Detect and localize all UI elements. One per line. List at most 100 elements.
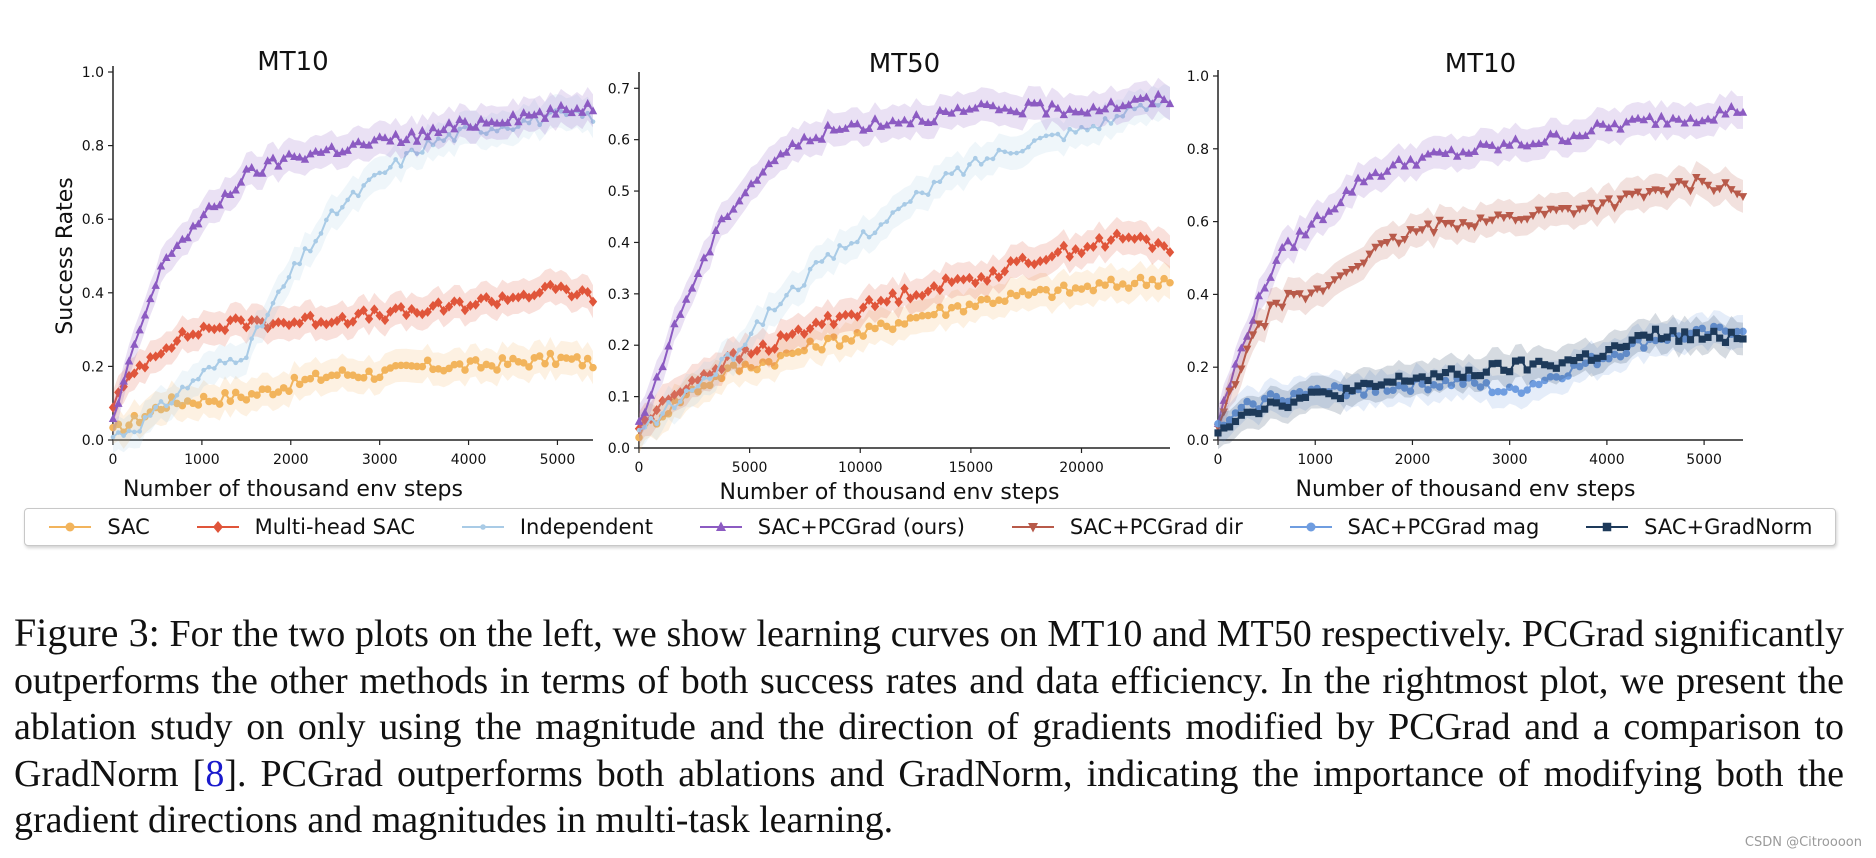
data-point xyxy=(1067,126,1073,132)
data-point xyxy=(1401,377,1409,385)
data-point xyxy=(1464,222,1474,231)
data-point xyxy=(819,259,825,264)
data-point xyxy=(1423,220,1433,229)
data-point xyxy=(1030,288,1039,296)
data-point xyxy=(174,392,180,398)
data-point xyxy=(188,221,198,230)
data-point xyxy=(589,363,597,372)
data-point xyxy=(265,312,270,318)
data-point xyxy=(274,317,283,328)
data-point xyxy=(1610,119,1619,128)
data-point xyxy=(935,105,945,114)
data-point xyxy=(1546,129,1555,138)
data-point xyxy=(1330,204,1339,213)
data-point xyxy=(1500,366,1508,374)
data-point xyxy=(588,106,598,115)
data-point xyxy=(953,302,962,310)
data-point xyxy=(1470,223,1479,232)
data-point xyxy=(285,387,293,395)
data-point xyxy=(1112,228,1122,239)
data-point xyxy=(1732,190,1742,199)
data-point xyxy=(233,360,238,366)
data-point xyxy=(953,273,962,284)
citation-link[interactable]: 8 xyxy=(205,752,225,795)
data-point xyxy=(445,364,453,373)
data-point xyxy=(959,106,968,115)
y-tick-label: 0.5 xyxy=(608,184,630,200)
data-point xyxy=(210,324,219,335)
data-point xyxy=(343,145,352,154)
data-point xyxy=(1604,195,1614,204)
data-point xyxy=(151,280,160,289)
data-point xyxy=(912,110,921,119)
legend-swatch xyxy=(196,521,239,533)
data-point xyxy=(1077,285,1086,293)
data-point xyxy=(313,238,318,244)
data-point xyxy=(693,269,703,278)
data-point xyxy=(206,364,212,370)
data-point xyxy=(1482,139,1491,148)
series-SAC+PCGrad (ours) xyxy=(634,77,1175,439)
data-point xyxy=(343,371,352,379)
data-point xyxy=(1154,89,1163,98)
data-point xyxy=(1493,211,1503,220)
data-point xyxy=(1108,121,1114,126)
data-point xyxy=(279,153,288,162)
data-point xyxy=(1395,372,1403,380)
data-point xyxy=(640,414,650,425)
data-point xyxy=(1360,391,1368,399)
data-point xyxy=(912,313,921,322)
data-point xyxy=(642,425,648,430)
data-point xyxy=(823,310,832,321)
data-point xyxy=(412,307,422,318)
data-point xyxy=(1001,297,1009,306)
data-point xyxy=(588,296,598,307)
data-point xyxy=(183,331,192,342)
data-point xyxy=(478,130,484,135)
series-band xyxy=(113,336,593,449)
data-point xyxy=(1012,256,1021,267)
data-point xyxy=(959,274,968,285)
y-tick-label: 0.7 xyxy=(608,81,630,97)
data-point xyxy=(1727,328,1735,336)
data-point xyxy=(658,395,667,406)
data-point xyxy=(947,108,956,117)
data-point xyxy=(961,172,966,177)
data-point xyxy=(1012,291,1021,300)
data-point xyxy=(370,135,379,144)
data-point xyxy=(578,107,587,116)
data-point xyxy=(1065,289,1074,297)
data-point xyxy=(1371,388,1380,396)
data-point xyxy=(801,283,807,288)
data-point xyxy=(338,311,347,322)
data-point xyxy=(1124,284,1133,292)
data-point xyxy=(1517,216,1526,225)
data-point xyxy=(694,387,702,396)
data-point xyxy=(1517,140,1526,149)
data-point xyxy=(1697,177,1707,186)
data-point xyxy=(1570,356,1578,365)
data-point xyxy=(1237,403,1246,412)
data-point xyxy=(1528,212,1538,221)
data-point xyxy=(707,376,713,381)
data-point xyxy=(1482,368,1490,376)
data-point xyxy=(116,430,121,435)
data-point xyxy=(1118,233,1127,244)
series-SAC+GradNorm xyxy=(1214,312,1747,450)
data-point xyxy=(947,277,956,288)
data-point xyxy=(1248,331,1258,340)
data-point xyxy=(1055,131,1061,137)
data-point xyxy=(764,345,773,356)
data-point xyxy=(1593,360,1601,369)
legend-swatch-marker xyxy=(715,521,726,531)
data-point xyxy=(1383,387,1391,395)
data-point xyxy=(1130,279,1139,288)
data-point xyxy=(813,260,819,265)
data-point xyxy=(1535,380,1543,389)
data-point xyxy=(1254,291,1264,300)
chart-panel-2: 0.0 0.1 0.2 0.3 0.4 0.5 0.6 0.7 0 5000 10000 15000 2… xyxy=(608,49,1175,505)
data-point xyxy=(1476,214,1485,223)
data-point xyxy=(794,348,803,356)
data-point xyxy=(164,403,169,409)
data-point xyxy=(370,304,379,315)
